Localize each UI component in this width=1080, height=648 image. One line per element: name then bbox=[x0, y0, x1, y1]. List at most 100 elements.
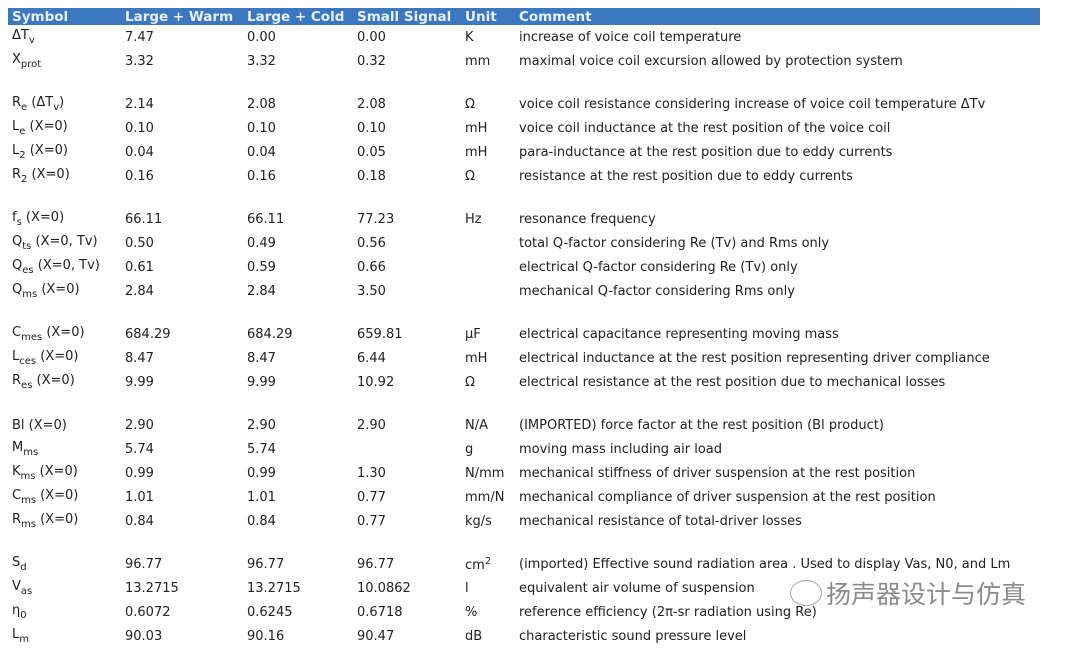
large-warm-cell: 2.14 bbox=[125, 96, 154, 112]
table-row: Lces (X=0) 8.47 8.47 6.44 mH electrical induc… bbox=[8, 346, 1040, 370]
symbol-cell: L2 (X=0) bbox=[8, 143, 125, 161]
small-signal-cell: 0.77 bbox=[357, 513, 386, 529]
large-cold-cell: 2.08 bbox=[247, 96, 276, 112]
text-part: L bbox=[12, 349, 20, 364]
subscript: e bbox=[19, 126, 26, 137]
large-warm-cell: 66.11 bbox=[125, 211, 163, 227]
table-row: η0 0.6072 0.6245 0.6718% reference efficienc… bbox=[8, 600, 1040, 624]
large-cold-cell: 0.10 bbox=[247, 120, 276, 136]
text-part: (X=0, Tv) bbox=[33, 258, 100, 273]
text-part: (X=0) bbox=[36, 349, 79, 364]
large-warm-cell: 0.10 bbox=[125, 120, 154, 136]
unit-cell: mH bbox=[465, 121, 519, 136]
large-warm-cell: 1.01 bbox=[125, 489, 154, 505]
large-warm-cell: 13.2715 bbox=[125, 580, 179, 596]
large-cold-cell: 96.77 bbox=[247, 556, 285, 572]
text-part: µF bbox=[465, 326, 481, 342]
unit-cell: l bbox=[465, 581, 519, 596]
unit-cell: Ω bbox=[465, 169, 519, 184]
symbol-cell: Xprot bbox=[8, 52, 125, 70]
text-part: mm/N bbox=[465, 489, 505, 505]
large-cold-cell: 5.74 bbox=[247, 441, 276, 457]
superscript: 2 bbox=[484, 555, 492, 567]
small-signal-cell: 1.30 bbox=[357, 465, 386, 481]
unit-cell: % bbox=[465, 605, 519, 620]
header-symbol: Symbol bbox=[12, 8, 69, 25]
unit-cell: mm bbox=[465, 54, 519, 69]
wechat-logo-icon bbox=[790, 580, 822, 606]
text-part: (X=0) bbox=[37, 282, 80, 297]
unit-cell: Ω bbox=[465, 97, 519, 112]
large-warm-cell: 0.84 bbox=[125, 513, 154, 529]
unit-cell: Hz bbox=[465, 212, 519, 227]
large-warm-cell: 2.84 bbox=[125, 283, 154, 299]
large-cold-cell: 0.84 bbox=[247, 513, 276, 529]
subscript: ms bbox=[21, 519, 36, 530]
subscript: ms bbox=[22, 289, 38, 300]
header-small-signal: Small Signal bbox=[357, 8, 452, 25]
table-row: Le (X=0) 0.10 0.10 0.10 mH voice coil inducta… bbox=[8, 116, 1040, 140]
large-cold-cell: 2.84 bbox=[247, 283, 276, 299]
symbol-cell: Le (X=0) bbox=[8, 119, 125, 137]
small-signal-cell: 10.0862 bbox=[357, 580, 411, 596]
parameter-table: Symbol Large + Warm Large + Cold Small S… bbox=[8, 8, 1040, 648]
text-part: (X=0) bbox=[25, 119, 68, 134]
comment-cell: electrical inductance at the rest positi… bbox=[519, 350, 990, 366]
small-signal-cell: 0.77 bbox=[357, 489, 386, 505]
header-large-warm: Large + Warm bbox=[125, 8, 234, 25]
unit-cell: N/A bbox=[465, 418, 519, 433]
comment-cell: electrical capacitance representing movi… bbox=[519, 326, 839, 342]
symbol-cell: Res (X=0) bbox=[8, 373, 125, 391]
large-warm-cell: 0.61 bbox=[125, 259, 154, 275]
text-part: R bbox=[12, 95, 22, 110]
symbol-cell: Qes (X=0, Tv) bbox=[8, 258, 125, 276]
comment-cell: reference efficiency (2π-sr radiation us… bbox=[519, 604, 817, 620]
subscript: v bbox=[28, 35, 35, 46]
text-part: Hz bbox=[465, 211, 482, 227]
text-part: Q bbox=[12, 258, 23, 273]
text-part: dB bbox=[465, 628, 483, 644]
table-row: Lm 90.03 90.16 90.47 dB characteristic sound … bbox=[8, 624, 1040, 648]
subscript: s bbox=[16, 217, 22, 228]
subscript: es bbox=[22, 265, 34, 276]
subscript: d bbox=[20, 562, 27, 573]
text-part: L bbox=[12, 119, 20, 134]
symbol-cell: Mms bbox=[8, 440, 125, 458]
text-part: (X=0) bbox=[25, 143, 68, 158]
text-part: L bbox=[12, 143, 20, 158]
subscript: ces bbox=[19, 356, 37, 367]
unit-cell: g bbox=[465, 442, 519, 457]
large-warm-cell: 0.50 bbox=[125, 235, 154, 251]
text-part: Ω bbox=[465, 96, 475, 112]
large-cold-cell: 66.11 bbox=[247, 211, 285, 227]
large-cold-cell: 0.6245 bbox=[247, 604, 293, 620]
small-signal-cell: 0.10 bbox=[357, 120, 386, 136]
symbol-cell: Vas bbox=[8, 579, 125, 597]
text-part: C bbox=[12, 325, 22, 340]
table-row: Cmes (X=0) 684.29 684.29 659.81 µF electrical… bbox=[8, 322, 1040, 346]
unit-cell: mm/N bbox=[465, 490, 519, 505]
text-part: ΔT bbox=[12, 28, 29, 43]
subscript: 0 bbox=[20, 610, 27, 621]
table-header: Symbol Large + Warm Large + Cold Small S… bbox=[8, 8, 1040, 25]
text-part: (X=0) bbox=[35, 464, 78, 479]
unit-cell: µF bbox=[465, 327, 519, 342]
symbol-cell: Rms (X=0) bbox=[8, 512, 125, 530]
table-row: Xprot 3.32 3.32 0.32 mm maximal voice coil ex… bbox=[8, 49, 1040, 73]
symbol-cell: fs (X=0) bbox=[8, 210, 125, 228]
text-part: S bbox=[12, 555, 21, 570]
symbol-cell: Qms (X=0) bbox=[8, 282, 125, 300]
text-part: % bbox=[465, 604, 478, 620]
text-part: l bbox=[465, 580, 469, 596]
unit-cell: Ω bbox=[465, 375, 519, 390]
table-row: Mms 5.74 5.74 g moving mass including air lo… bbox=[8, 437, 1040, 461]
large-cold-cell: 684.29 bbox=[247, 326, 293, 342]
text-part: η bbox=[12, 603, 21, 618]
text-part: R bbox=[12, 167, 22, 182]
symbol-cell: Re (ΔTv) bbox=[8, 95, 125, 113]
subscript: es bbox=[21, 380, 33, 391]
subscript: 2 bbox=[21, 174, 28, 185]
text-part: mH bbox=[465, 144, 488, 160]
table-row: Qms (X=0) 2.84 2.84 3.50 mechanical Q-factor… bbox=[8, 279, 1040, 303]
